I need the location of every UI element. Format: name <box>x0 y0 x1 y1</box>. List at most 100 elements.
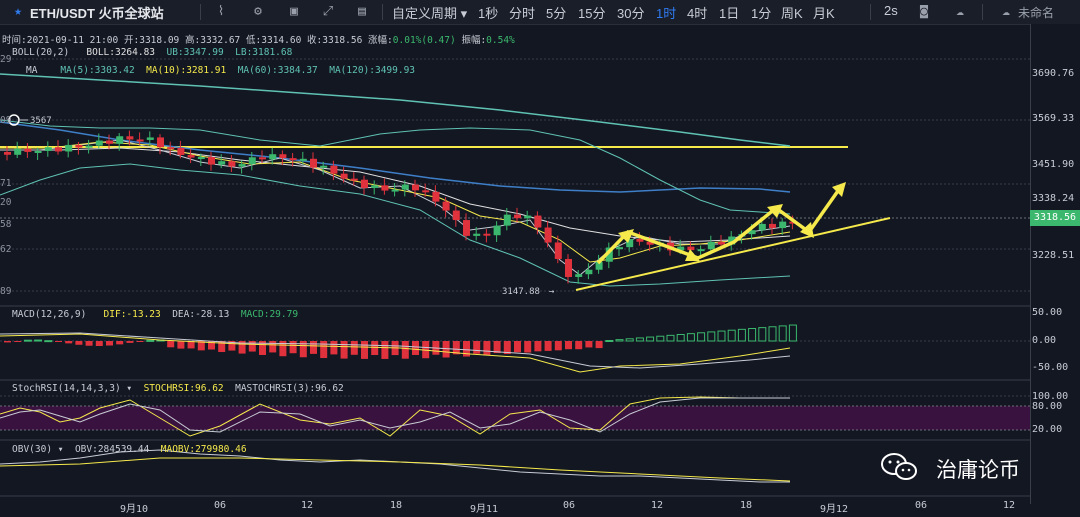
candle-body <box>595 261 603 270</box>
macd-bar <box>615 339 624 342</box>
ma-name: MA <box>26 65 38 76</box>
stochrsi-axis-20: 20.00 <box>1032 424 1063 435</box>
boll-lb: LB:3181.68 <box>235 47 293 58</box>
cloud-save-icon[interactable]: ☁ <box>1002 4 1010 19</box>
candle-body <box>463 220 470 236</box>
indicator-icon[interactable]: ▣ <box>290 4 298 19</box>
interval-1d[interactable]: 1日 <box>719 6 740 21</box>
candle-body <box>157 137 164 148</box>
macd-bar <box>34 339 43 342</box>
candle-body <box>473 233 481 236</box>
candle-body <box>75 144 83 148</box>
interval-1m[interactable]: 1分 <box>751 6 772 21</box>
candle-body <box>789 221 797 224</box>
custom-period-dropdown[interactable]: 自定义周期 ▾ <box>392 6 468 21</box>
candle-body <box>44 147 52 151</box>
macd-bar <box>177 341 185 349</box>
candle-body <box>228 161 236 167</box>
stochrsi-k-line <box>0 396 790 437</box>
candle-body <box>432 191 440 202</box>
obv-legend: OBV(30) ▾ OBV:284539.44 MAOBV:279980.46 <box>12 444 247 455</box>
candle-body <box>238 164 246 167</box>
candle-body <box>452 210 460 221</box>
candle-body <box>218 161 226 165</box>
obv-value: OBV:284539.44 <box>74 444 150 455</box>
candle-body <box>106 140 113 144</box>
candle-body <box>524 215 532 219</box>
macd-bar <box>269 341 277 353</box>
arrow-head-4 <box>800 222 814 238</box>
macd-bar <box>299 341 307 358</box>
candle-body <box>758 223 766 231</box>
left-price-partial-4: 20 <box>0 197 12 208</box>
candle-body <box>748 230 756 235</box>
refresh-rate[interactable]: 2s <box>884 3 898 18</box>
boll-name: BOLL(20,2) <box>12 47 70 58</box>
candle-body <box>279 154 287 159</box>
macd-bar <box>544 341 552 351</box>
price-tick-4: 3338.24 <box>1032 193 1075 204</box>
interval-5m[interactable]: 5分 <box>546 6 567 21</box>
macd-bar <box>585 341 593 348</box>
watermark: 治庸论币 <box>880 452 1070 484</box>
interval-month[interactable]: 月K <box>813 6 835 21</box>
macd-bar <box>514 341 521 353</box>
cloud-icon[interactable]: ☁ <box>956 4 964 19</box>
interval-15m[interactable]: 15分 <box>578 6 606 21</box>
macd-bar <box>381 341 389 359</box>
layout-icon[interactable]: ▤ <box>358 4 366 19</box>
price-tick-5: 3228.51 <box>1032 250 1075 261</box>
candle-body <box>401 184 409 190</box>
candle-body <box>65 144 73 152</box>
boll-ub: UB:3347.99 <box>166 47 224 58</box>
interval-week[interactable]: 周K <box>781 6 803 21</box>
settings-icon[interactable]: ⚙ <box>254 4 262 19</box>
macd-legend: MACD(12,26,9) DIF:-13.23 DEA:-28.13 MACD… <box>12 309 298 320</box>
candle-body <box>544 227 552 243</box>
left-price-partial-5: 58 <box>0 219 12 230</box>
chart-canvas[interactable]: 3567 3147.88 → <box>0 24 1030 500</box>
candle-body <box>381 185 389 191</box>
macd-bar <box>106 341 113 346</box>
macd-bar <box>187 341 195 349</box>
interval-1h-active[interactable]: 1时 <box>656 6 677 21</box>
candle-body <box>340 173 348 179</box>
camera-icon[interactable]: ◙ <box>920 4 928 19</box>
candle-body <box>728 236 736 245</box>
user-name[interactable]: 未命名 <box>1018 6 1055 20</box>
amp-value: 0.54% <box>486 35 515 46</box>
macd-bar <box>625 338 634 342</box>
candle-body <box>483 233 491 236</box>
candle-body <box>534 215 542 228</box>
interval-4h[interactable]: 4时 <box>687 6 708 21</box>
ma10-value: MA(10):3281.91 <box>146 65 227 76</box>
macd-bar <box>422 341 430 359</box>
macd-value: MACD:29.79 <box>240 309 299 320</box>
change-value: 0.01%(0.47) <box>392 35 456 46</box>
chart-type-icon[interactable]: ⌇ <box>217 4 225 19</box>
open-value: 3318.09 <box>139 35 180 46</box>
macd-bar <box>350 341 358 355</box>
interval-1s[interactable]: 1秒 <box>478 6 499 21</box>
macd-bar <box>320 341 328 359</box>
candle-body <box>554 242 562 259</box>
macd-axis-0: 0.00 <box>1032 335 1057 346</box>
high-value: 3332.67 <box>200 35 241 46</box>
candle-body <box>391 189 399 192</box>
macd-axis-50: 50.00 <box>1032 307 1063 318</box>
arrow-head-2 <box>685 249 700 261</box>
interval-timeline[interactable]: 分时 <box>509 6 536 21</box>
left-price-partial-7: 89 <box>0 286 12 297</box>
macd-bar <box>707 331 716 342</box>
macd-histogram <box>4 324 797 359</box>
ma-legend: MA MA(5):3303.42 MA(10):3281.91 MA(60):3… <box>26 65 415 76</box>
candle-body <box>126 136 134 140</box>
candle-body <box>442 201 450 211</box>
time-tick-8: 18 <box>740 500 753 511</box>
price-axis[interactable] <box>1030 24 1080 504</box>
fullscreen-icon[interactable]: ⤢ <box>322 4 334 19</box>
price-tick-2: 3569.33 <box>1032 113 1075 124</box>
symbol-title[interactable]: ETH/USDT 火币全球站 <box>30 6 164 21</box>
interval-30m[interactable]: 30分 <box>617 6 645 21</box>
star-icon[interactable]: ★ <box>14 4 22 19</box>
